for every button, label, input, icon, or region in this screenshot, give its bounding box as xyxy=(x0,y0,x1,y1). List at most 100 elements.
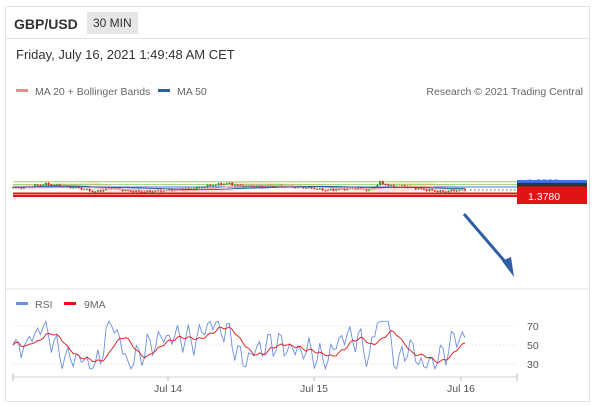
price-plot-area xyxy=(12,180,517,277)
rsi-tick-label: 30 xyxy=(527,359,539,371)
rsi-legend-swatch xyxy=(16,302,28,305)
candle-body xyxy=(425,189,428,191)
candle-body xyxy=(453,189,456,192)
bollinger-legend-swatch xyxy=(16,89,28,92)
candle-body xyxy=(431,189,434,191)
candle-body xyxy=(170,189,173,191)
candle-body xyxy=(335,189,338,191)
candle-body xyxy=(307,186,310,188)
candle-body xyxy=(305,187,308,189)
candle-body xyxy=(264,186,267,188)
candle-body xyxy=(39,185,42,187)
candle-body xyxy=(187,188,190,190)
candle-body xyxy=(42,184,45,186)
rsi-tick-label: 70 xyxy=(527,321,539,333)
candle-body xyxy=(148,190,151,192)
candle-body xyxy=(329,188,332,190)
candle-body xyxy=(198,187,201,189)
candle-body xyxy=(247,185,250,187)
candle-body xyxy=(151,191,154,193)
candle-body xyxy=(94,191,97,193)
candle-body xyxy=(47,183,50,185)
level-label-box xyxy=(517,189,587,205)
candle-body xyxy=(220,183,223,185)
candle-body xyxy=(365,189,368,191)
candle-body xyxy=(225,183,228,185)
candle-body xyxy=(458,189,461,191)
candle-body xyxy=(154,191,157,193)
rsi-legend-label: RSI xyxy=(35,299,53,311)
candle-body xyxy=(83,189,86,191)
candle-body xyxy=(138,190,141,192)
candle-body xyxy=(85,189,88,191)
forecast-arrow-shaft xyxy=(462,213,509,265)
candle-body xyxy=(327,189,330,191)
candle-body xyxy=(384,184,387,186)
candle-body xyxy=(80,187,83,190)
candle-body xyxy=(447,191,450,193)
candle-body xyxy=(316,189,319,191)
x-axis-label: Jul 16 xyxy=(447,383,475,395)
candle-body xyxy=(318,188,321,190)
candle-body xyxy=(228,182,231,184)
candle-body xyxy=(201,187,204,189)
candle-body xyxy=(33,184,36,187)
candle-body xyxy=(302,186,305,188)
candle-body xyxy=(442,190,445,192)
candle-body xyxy=(222,183,225,185)
candle-body xyxy=(255,185,258,188)
level-label-support: 1.3780 xyxy=(528,191,560,203)
x-axis-label: Jul 14 xyxy=(154,383,182,395)
timeframe-badge[interactable]: 30 MIN xyxy=(87,12,138,34)
candle-body xyxy=(195,187,198,190)
candle-body xyxy=(414,186,417,190)
candle-body xyxy=(231,182,234,186)
candle-body xyxy=(392,185,395,188)
candle-body xyxy=(176,189,179,191)
candle-body xyxy=(455,190,458,192)
candle-body xyxy=(417,187,420,190)
forecast-arrow-head xyxy=(502,257,514,277)
x-axis: Jul 14 Jul 15 Jul 16 xyxy=(12,373,518,395)
candle-body xyxy=(102,190,105,192)
candle-body xyxy=(337,188,340,190)
ma50-legend-swatch xyxy=(158,89,170,92)
candle-body xyxy=(294,187,297,189)
candle-body xyxy=(258,185,261,187)
candle-body xyxy=(266,185,269,187)
candle-body xyxy=(376,185,379,187)
price-legend: MA 20 + Bollinger Bands MA 50 Research ©… xyxy=(16,86,583,98)
candle-body xyxy=(250,185,253,187)
candle-body xyxy=(88,189,91,192)
candle-body xyxy=(99,190,102,192)
rsi-tick-label: 50 xyxy=(527,340,539,352)
candle-body xyxy=(390,185,393,187)
candle-body xyxy=(340,188,343,190)
candle-body xyxy=(359,187,362,189)
candle-body xyxy=(44,183,47,185)
candle-body xyxy=(444,191,447,193)
candle-body xyxy=(420,187,423,189)
bollinger-legend-label: MA 20 + Bollinger Bands xyxy=(35,86,150,98)
research-credit: Research © 2021 Trading Central xyxy=(426,86,583,98)
currency-pair-title: GBP/USD xyxy=(14,16,78,32)
candle-body xyxy=(439,190,442,192)
candle-body xyxy=(217,183,220,186)
chart-timestamp: Friday, July 16, 2021 1:49:48 AM CET xyxy=(16,47,235,62)
candle-body xyxy=(400,185,403,187)
candle-body xyxy=(368,189,371,191)
candle-body xyxy=(96,190,99,192)
candle-body xyxy=(236,184,239,186)
candle-body xyxy=(129,190,132,192)
candle-body xyxy=(127,189,130,191)
candle-body xyxy=(168,189,171,191)
candle-body xyxy=(436,191,439,193)
candle-body xyxy=(69,186,72,188)
candle-body xyxy=(379,181,382,186)
candle-body xyxy=(324,190,327,192)
rsi-ma-legend-label: 9MA xyxy=(84,299,106,311)
candle-body xyxy=(17,187,20,189)
candle-body xyxy=(14,187,17,189)
candle-body xyxy=(36,184,39,186)
candle-body xyxy=(50,184,53,186)
